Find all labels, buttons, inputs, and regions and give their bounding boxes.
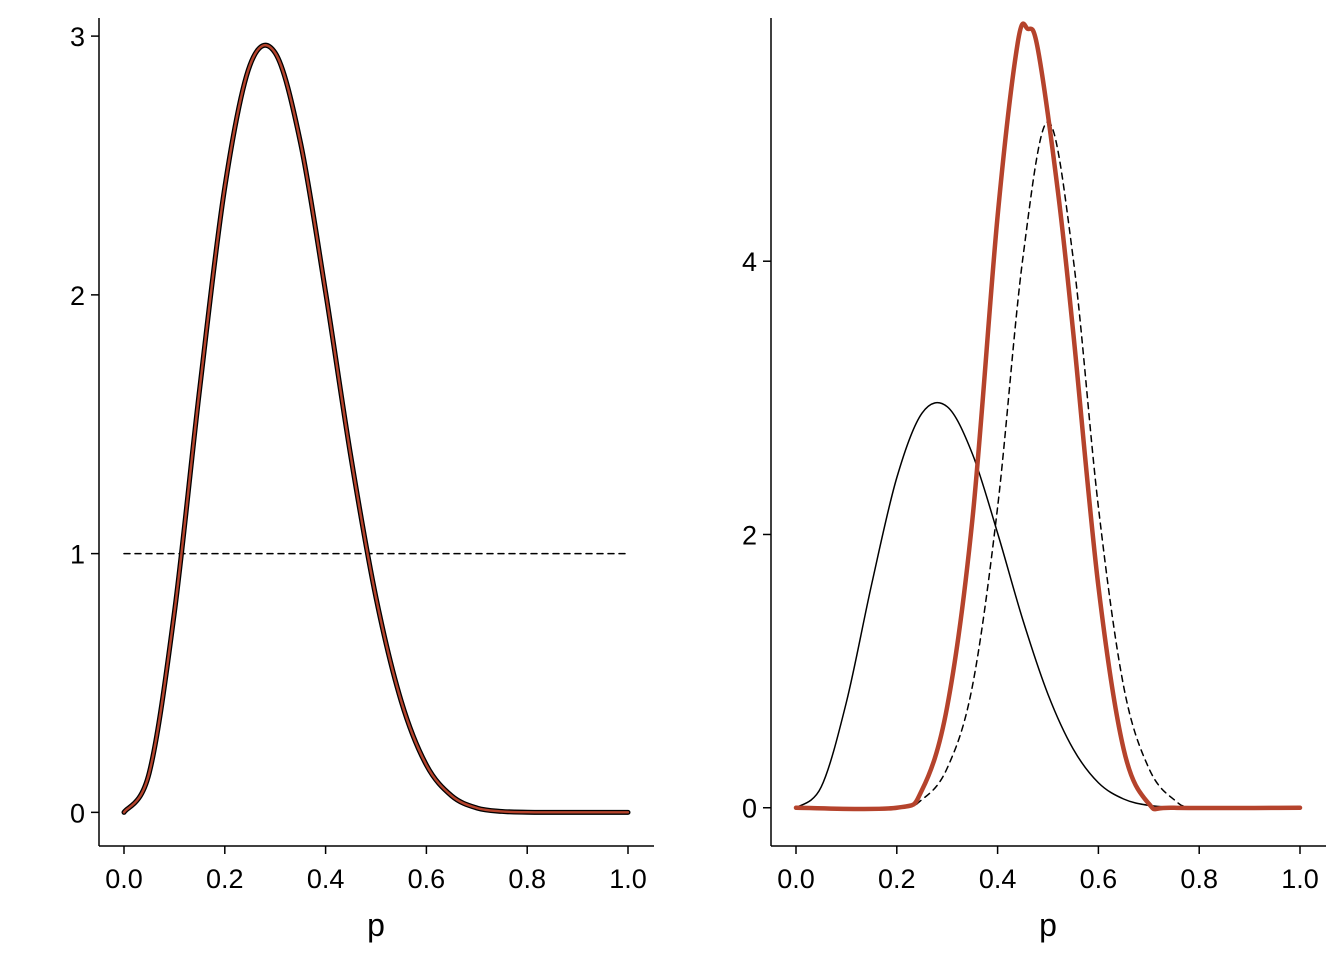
left-series [121,42,631,815]
x-tick-label: 1.0 [1281,864,1319,894]
right-x-ticks: 0.0 0.2 0.4 0.6 0.8 1.0 [777,846,1319,894]
right-x-axis-title: p [1039,907,1057,943]
right-y-ticks: 0 2 4 [742,247,771,824]
y-tick-label: 0 [742,794,757,824]
series-line-posterior [793,21,1303,812]
x-tick-label: 0.0 [105,864,143,894]
x-tick-label: 0.0 [777,864,815,894]
right-panel: 0 2 4 0.0 0.2 0.4 0.6 0.8 1.0 p [742,18,1326,943]
y-tick-label: 2 [70,281,85,311]
series-line-beta_4_8_thin [795,401,1301,809]
x-tick-label: 0.2 [878,864,916,894]
x-tick-label: 0.6 [408,864,446,894]
y-tick-label: 4 [742,247,757,277]
y-tick-label: 2 [742,520,757,550]
left-x-axis-title: p [367,907,385,943]
y-tick-label: 1 [70,540,85,570]
series-line-beta_4_8 [122,44,630,814]
y-tick-label: 0 [70,798,85,828]
x-tick-label: 0.4 [979,864,1017,894]
right-series [793,21,1303,812]
series-line-beta_4_8_outline [121,42,631,815]
x-tick-label: 0.6 [1080,864,1118,894]
y-tick-label: 3 [70,22,85,52]
x-tick-label: 0.8 [508,864,546,894]
left-y-ticks: 0 1 2 3 [70,22,99,828]
x-tick-label: 0.2 [206,864,244,894]
left-panel: 0 1 2 3 0.0 0.2 0.4 0.6 0.8 1.0 p [70,18,654,943]
left-x-ticks: 0.0 0.2 0.4 0.6 0.8 1.0 [105,846,647,894]
x-tick-label: 0.8 [1180,864,1218,894]
series-line-likelihood_dashed [795,121,1301,810]
x-tick-label: 0.4 [307,864,345,894]
x-tick-label: 1.0 [609,864,647,894]
